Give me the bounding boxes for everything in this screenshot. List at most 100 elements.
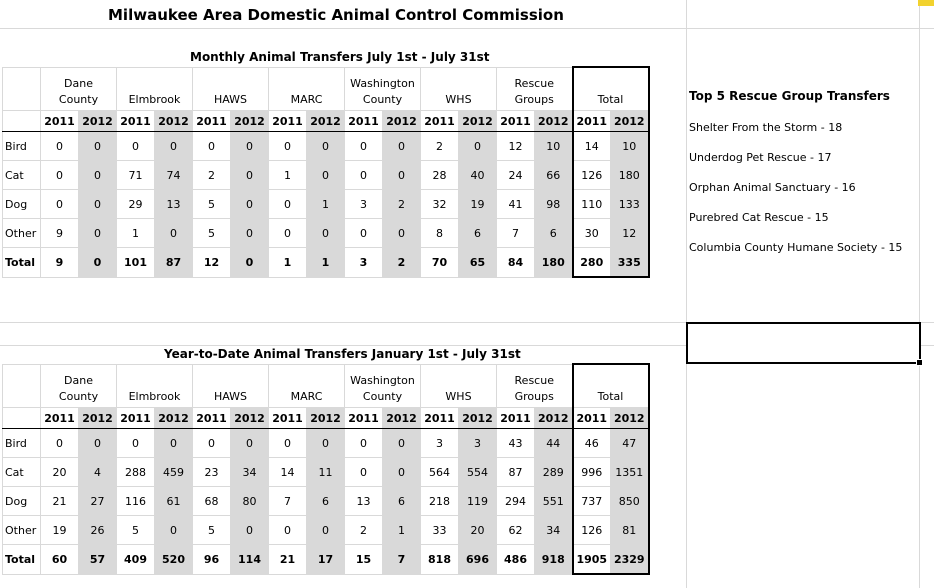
fill-handle[interactable]: [916, 359, 923, 366]
table-cell[interactable]: 84: [496, 247, 535, 278]
group-header[interactable]: Rescue Groups: [496, 66, 573, 111]
table-cell[interactable]: 0: [268, 428, 307, 458]
table-cell[interactable]: 133: [610, 189, 650, 219]
table-cell[interactable]: 0: [192, 428, 231, 458]
top5-item[interactable]: Underdog Pet Rescue - 17: [689, 151, 832, 164]
year-header[interactable]: 2012: [306, 110, 345, 132]
table-cell[interactable]: 70: [420, 247, 459, 278]
table-cell[interactable]: 96: [192, 544, 231, 575]
table-cell[interactable]: 0: [230, 428, 269, 458]
table-cell[interactable]: 19: [40, 515, 79, 545]
table-cell[interactable]: 29: [116, 189, 155, 219]
table-cell[interactable]: 3: [344, 247, 383, 278]
table-cell[interactable]: 10: [610, 131, 650, 161]
table-cell[interactable]: 44: [534, 428, 573, 458]
year-header[interactable]: 2012: [534, 110, 573, 132]
table-cell[interactable]: 0: [268, 131, 307, 161]
table-cell[interactable]: 15: [344, 544, 383, 575]
table-cell[interactable]: 0: [382, 160, 421, 190]
corner-cell[interactable]: [2, 66, 41, 111]
table-cell[interactable]: 3: [420, 428, 459, 458]
table-cell[interactable]: 6: [534, 218, 573, 248]
year-header[interactable]: 2012: [382, 407, 421, 429]
group-header[interactable]: Dane County: [40, 66, 117, 111]
year-header[interactable]: 2011: [496, 407, 535, 429]
table-cell[interactable]: 0: [40, 428, 79, 458]
table-cell[interactable]: 1: [306, 247, 345, 278]
table-cell[interactable]: 0: [78, 428, 117, 458]
year-header[interactable]: 2012: [306, 407, 345, 429]
table-cell[interactable]: 26: [78, 515, 117, 545]
table-cell[interactable]: 0: [306, 160, 345, 190]
table-cell[interactable]: 24: [496, 160, 535, 190]
table-cell[interactable]: 288: [116, 457, 155, 487]
row-label[interactable]: Other: [2, 515, 41, 545]
table-cell[interactable]: 0: [40, 131, 79, 161]
table-cell[interactable]: 21: [268, 544, 307, 575]
group-header[interactable]: Washington County: [344, 363, 421, 408]
table-cell[interactable]: 0: [116, 428, 155, 458]
table-cell[interactable]: 409: [116, 544, 155, 575]
table-cell[interactable]: 30: [571, 218, 611, 248]
table-cell[interactable]: 2: [420, 131, 459, 161]
table-cell[interactable]: 6: [458, 218, 497, 248]
year-header[interactable]: 2011: [344, 110, 383, 132]
table-cell[interactable]: 101: [116, 247, 155, 278]
table-cell[interactable]: 13: [344, 486, 383, 516]
table-cell[interactable]: 87: [496, 457, 535, 487]
table-cell[interactable]: 2: [344, 515, 383, 545]
table-cell[interactable]: 335: [610, 247, 650, 278]
table-cell[interactable]: 1351: [610, 457, 650, 487]
year-header[interactable]: 2011: [420, 407, 459, 429]
selected-cell[interactable]: [686, 322, 923, 366]
group-header[interactable]: WHS: [420, 66, 497, 111]
table-cell[interactable]: 0: [78, 218, 117, 248]
table-cell[interactable]: 0: [154, 515, 193, 545]
table-cell[interactable]: 218: [420, 486, 459, 516]
table-cell[interactable]: 1905: [571, 544, 611, 575]
table-cell[interactable]: 32: [420, 189, 459, 219]
year-header[interactable]: 2011: [268, 407, 307, 429]
year-header[interactable]: 2011: [268, 110, 307, 132]
table-cell[interactable]: 0: [154, 428, 193, 458]
table-cell[interactable]: 34: [230, 457, 269, 487]
table-cell[interactable]: 43: [496, 428, 535, 458]
top5-item[interactable]: Orphan Animal Sanctuary - 16: [689, 181, 856, 194]
row-label[interactable]: Bird: [2, 131, 41, 161]
table-cell[interactable]: 1: [382, 515, 421, 545]
table-cell[interactable]: 996: [571, 457, 611, 487]
year-header[interactable]: 2011: [116, 407, 155, 429]
top5-item[interactable]: Shelter From the Storm - 18: [689, 121, 843, 134]
table-cell[interactable]: 80: [230, 486, 269, 516]
group-header[interactable]: WHS: [420, 363, 497, 408]
table-cell[interactable]: 17: [306, 544, 345, 575]
group-header[interactable]: Washington County: [344, 66, 421, 111]
row-label[interactable]: Total: [2, 247, 41, 278]
table-cell[interactable]: 0: [78, 189, 117, 219]
table-cell[interactable]: 280: [571, 247, 611, 278]
table-cell[interactable]: 564: [420, 457, 459, 487]
group-header[interactable]: Total: [571, 363, 650, 408]
table-cell[interactable]: 6: [382, 486, 421, 516]
table-cell[interactable]: 27: [78, 486, 117, 516]
table-cell[interactable]: 1: [116, 218, 155, 248]
table-cell[interactable]: 180: [610, 160, 650, 190]
table-cell[interactable]: 66: [534, 160, 573, 190]
table-cell[interactable]: 737: [571, 486, 611, 516]
table-cell[interactable]: 4: [78, 457, 117, 487]
table-cell[interactable]: 81: [610, 515, 650, 545]
table-cell[interactable]: 0: [78, 160, 117, 190]
table-cell[interactable]: 7: [382, 544, 421, 575]
table-cell[interactable]: 114: [230, 544, 269, 575]
row-label[interactable]: Cat: [2, 457, 41, 487]
table-cell[interactable]: 0: [230, 218, 269, 248]
table-cell[interactable]: 0: [230, 131, 269, 161]
table-cell[interactable]: 2: [382, 189, 421, 219]
table-cell[interactable]: 0: [382, 218, 421, 248]
table-cell[interactable]: 5: [192, 515, 231, 545]
year-header[interactable]: 2011: [571, 110, 611, 132]
table-cell[interactable]: 98: [534, 189, 573, 219]
table-cell[interactable]: 1: [268, 160, 307, 190]
year-header[interactable]: 2011: [192, 110, 231, 132]
table-cell[interactable]: 0: [230, 515, 269, 545]
